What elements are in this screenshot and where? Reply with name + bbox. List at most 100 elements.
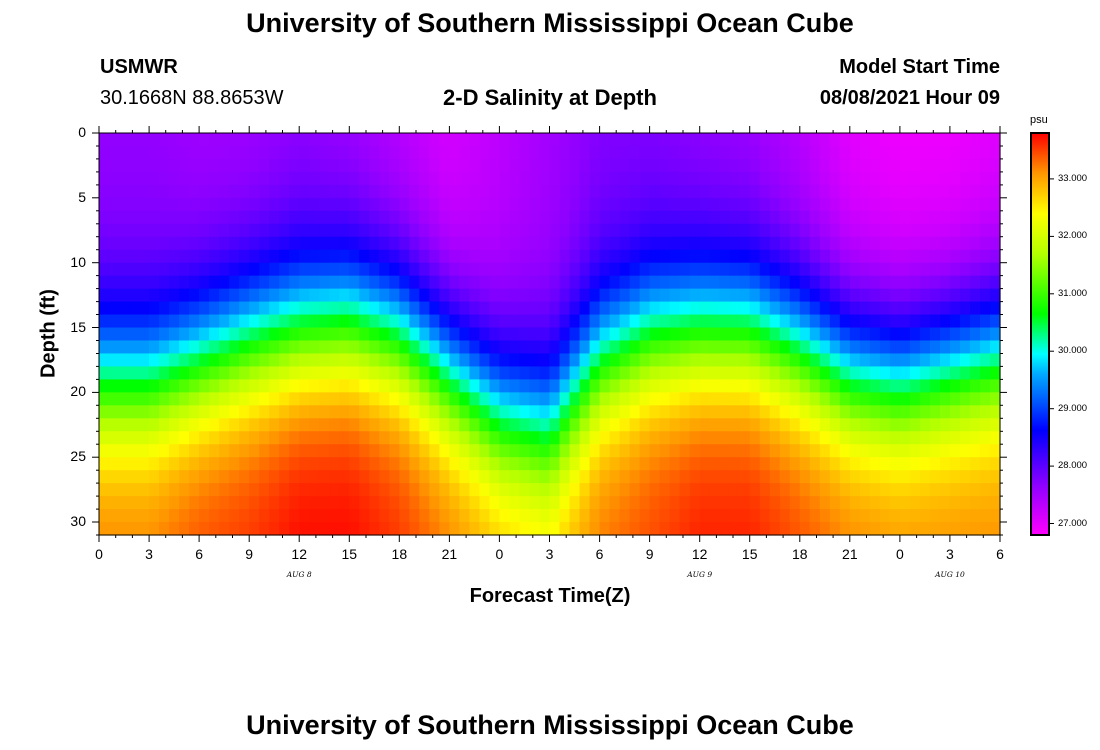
- heatmap-cell: [299, 418, 310, 432]
- heatmap-cell: [629, 392, 641, 406]
- heatmap-cell: [819, 522, 831, 536]
- heatmap-cell: [679, 366, 691, 380]
- heatmap-cell: [579, 444, 591, 458]
- heatmap-cell: [449, 171, 460, 186]
- heatmap-cell: [239, 145, 250, 160]
- heatmap-cell: [189, 392, 200, 406]
- heatmap-cell: [159, 197, 170, 212]
- heatmap-cell: [579, 249, 591, 264]
- heatmap-cell: [899, 223, 911, 238]
- heatmap-cell: [709, 366, 721, 380]
- heatmap-cell: [229, 223, 240, 238]
- heatmap-cell: [129, 392, 140, 406]
- heatmap-cell: [689, 509, 701, 523]
- heatmap-cell: [629, 223, 641, 238]
- heatmap-cell: [159, 483, 170, 497]
- heatmap-cell: [159, 171, 170, 186]
- heatmap-cell: [289, 210, 300, 225]
- heatmap-cell: [599, 197, 611, 212]
- heatmap-cell: [179, 353, 190, 368]
- heatmap-cell: [259, 327, 270, 342]
- heatmap-cell: [599, 496, 611, 510]
- heatmap-cell: [709, 509, 721, 523]
- heatmap-cell: [909, 496, 921, 510]
- colorbar-tick-label: 33.000: [1058, 172, 1088, 184]
- heatmap-cell: [909, 236, 921, 251]
- heatmap-cell: [119, 522, 130, 536]
- heatmap-cell: [859, 418, 871, 432]
- heatmap-cell: [889, 392, 901, 406]
- heatmap-cell: [529, 470, 541, 484]
- heatmap-cell: [829, 327, 841, 342]
- heatmap-cell: [209, 223, 220, 238]
- heatmap-cell: [689, 158, 701, 173]
- heatmap-cell: [769, 236, 781, 251]
- heatmap-cell: [309, 301, 320, 316]
- heatmap-cell: [149, 483, 160, 497]
- heatmap-cell: [399, 379, 410, 393]
- heatmap-cell: [459, 457, 471, 471]
- heatmap-cell: [949, 483, 961, 497]
- heatmap-cell: [729, 223, 741, 238]
- heatmap-cell: [449, 223, 460, 238]
- heatmap-cell: [339, 133, 350, 147]
- heatmap-cell: [219, 353, 230, 368]
- heatmap-cell: [929, 509, 941, 523]
- heatmap-cell: [659, 444, 671, 458]
- heatmap-cell: [429, 405, 440, 419]
- heatmap-cell: [579, 522, 591, 536]
- heatmap-cell: [179, 496, 190, 510]
- heatmap-cell: [249, 444, 260, 458]
- heatmap-cell: [739, 262, 751, 277]
- heatmap-cell: [969, 522, 981, 536]
- heatmap-cell: [789, 431, 801, 445]
- heatmap-cell: [289, 275, 300, 290]
- heatmap-cell: [549, 275, 561, 290]
- heatmap-cell: [759, 288, 771, 303]
- heatmap-cell: [699, 418, 711, 432]
- heatmap-cell: [189, 444, 200, 458]
- heatmap-cell: [419, 470, 430, 484]
- salinity-heatmap: [99, 133, 1001, 536]
- heatmap-cell: [929, 275, 941, 290]
- heatmap-cell: [929, 392, 941, 406]
- heatmap-cell: [879, 418, 891, 432]
- model-start-label: Model Start Time: [839, 56, 1000, 78]
- heatmap-cell: [839, 210, 851, 225]
- heatmap-cell: [479, 353, 491, 368]
- heatmap-cell: [329, 262, 340, 277]
- heatmap-cell: [819, 431, 831, 445]
- heatmap-cell: [969, 444, 981, 458]
- heatmap-cell: [799, 418, 811, 432]
- heatmap-cell: [99, 262, 110, 277]
- heatmap-cell: [209, 522, 220, 536]
- heatmap-cell: [229, 431, 240, 445]
- heatmap-cell: [159, 249, 170, 264]
- heatmap-cell: [129, 496, 140, 510]
- heatmap-cell: [379, 431, 390, 445]
- heatmap-cell: [879, 145, 891, 160]
- heatmap-cell: [99, 145, 110, 160]
- heatmap-cell: [749, 405, 761, 419]
- heatmap-cell: [489, 236, 501, 251]
- heatmap-cell: [789, 509, 801, 523]
- heatmap-cell: [349, 496, 360, 510]
- heatmap-cell: [369, 483, 380, 497]
- heatmap-cell: [139, 236, 150, 251]
- heatmap-cell: [559, 366, 571, 380]
- heatmap-cell: [99, 184, 110, 199]
- heatmap-cell: [399, 522, 410, 536]
- heatmap-cell: [199, 431, 210, 445]
- heatmap-cell: [329, 483, 340, 497]
- heatmap-cell: [949, 288, 961, 303]
- heatmap-cell: [559, 353, 571, 368]
- heatmap-cell: [519, 496, 531, 510]
- heatmap-cell: [899, 236, 911, 251]
- heatmap-cell: [319, 470, 330, 484]
- heatmap-cell: [359, 405, 370, 419]
- x-tick-label: 12: [691, 546, 708, 562]
- heatmap-cell: [419, 236, 430, 251]
- heatmap-cell: [949, 210, 961, 225]
- heatmap-cell: [159, 275, 170, 290]
- heatmap-cell: [129, 418, 140, 432]
